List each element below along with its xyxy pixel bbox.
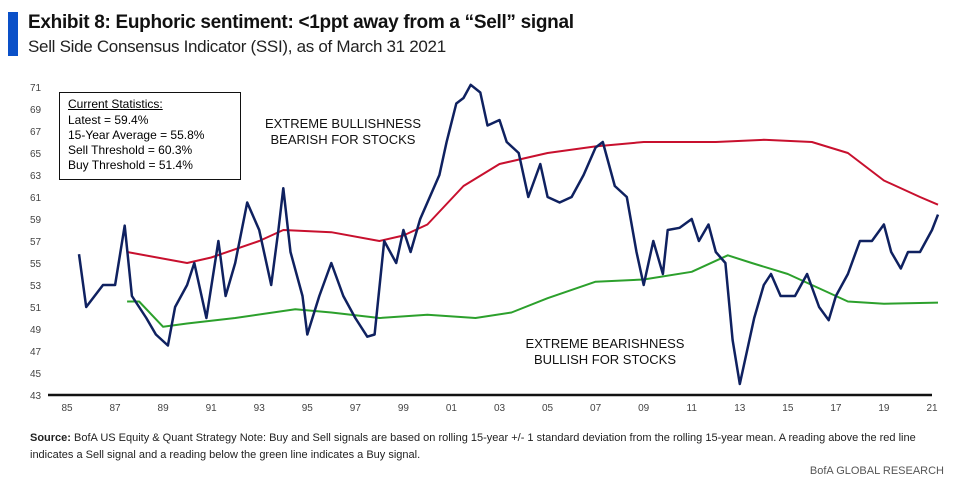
y-tick-label: 53 [30, 281, 42, 292]
sell-threshold-line [126, 138, 939, 264]
y-tick-label: 65 [30, 149, 42, 160]
x-tick-label: 97 [350, 403, 362, 414]
y-tick-label: 51 [30, 303, 42, 314]
y-tick-label: 55 [30, 259, 42, 270]
x-tick-label: 91 [206, 403, 218, 414]
annotation-line: EXTREME BULLISHNESS [264, 116, 422, 131]
stat-latest: Latest = 59.4% [68, 113, 149, 127]
brand-label: BofA GLOBAL RESEARCH [809, 465, 944, 477]
buy-threshold-line [127, 254, 939, 328]
x-tick-label: 85 [61, 403, 73, 414]
x-tick-label: 11 [687, 403, 698, 414]
y-tick-label: 47 [30, 347, 42, 358]
x-tick-label: 99 [398, 403, 410, 414]
x-tick-label: 95 [302, 403, 314, 414]
y-tick-label: 69 [30, 105, 42, 116]
annotation-line: BULLISH FOR STOCKS [533, 352, 677, 367]
source-label: Source: [30, 432, 71, 444]
bearish-annotation: EXTREME BEARISHNESS BULLISH FOR STOCKS [520, 336, 690, 368]
chart: 43 45 47 49 51 53 55 57 59 61 63 65 67 69 71 85 87 89 91 93… [30, 83, 940, 414]
y-tick-label: 59 [30, 215, 42, 226]
ssi-line [77, 83, 940, 386]
x-tick-label: 07 [590, 403, 602, 414]
y-tick-label: 63 [30, 171, 42, 182]
x-tick-label: 87 [109, 403, 121, 414]
chart-subtitle: Sell Side Consensus Indicator (SSI), as … [28, 37, 446, 56]
title-accent-bar [8, 12, 18, 56]
stats-heading: Current Statistics: [68, 97, 163, 111]
y-tick-label: 43 [30, 391, 42, 402]
x-tick-label: 89 [158, 403, 170, 414]
x-tick-label: 21 [926, 403, 938, 414]
x-tick-label: 19 [878, 403, 890, 414]
current-statistics-box: Current Statistics: Latest = 59.4% 15-Ye… [59, 92, 241, 180]
x-tick-label: 05 [542, 403, 554, 414]
stat-sell-threshold: Sell Threshold = 60.3% [68, 143, 193, 157]
source-note: Source: BofA US Equity & Quant Strategy … [30, 430, 950, 464]
x-tick-label: 93 [254, 403, 266, 414]
x-tick-label: 01 [446, 403, 458, 414]
x-tick-label: 13 [734, 403, 746, 414]
annotation-line: BEARISH FOR STOCKS [270, 132, 416, 147]
y-tick-label: 45 [30, 369, 42, 380]
source-text: BofA US Equity & Quant Strategy Note: Bu… [30, 432, 916, 461]
y-tick-label: 57 [30, 237, 42, 248]
stat-buy-threshold: Buy Threshold = 51.4% [68, 158, 193, 172]
y-tick-label: 61 [30, 193, 42, 204]
x-tick-label: 17 [830, 403, 842, 414]
chart-title: Exhibit 8: Euphoric sentiment: <1ppt awa… [28, 12, 574, 33]
y-tick-label: 67 [30, 127, 42, 138]
x-tick-label: 03 [494, 403, 506, 414]
x-tick-label: 15 [782, 403, 794, 414]
y-tick-label: 49 [30, 325, 42, 336]
annotation-line: EXTREME BEARISHNESS [525, 336, 685, 351]
bullish-annotation: EXTREME BULLISHNESS BEARISH FOR STOCKS [258, 116, 428, 148]
y-tick-label: 71 [30, 83, 42, 94]
stat-average: 15-Year Average = 55.8% [68, 128, 205, 142]
x-tick-label: 09 [638, 403, 650, 414]
